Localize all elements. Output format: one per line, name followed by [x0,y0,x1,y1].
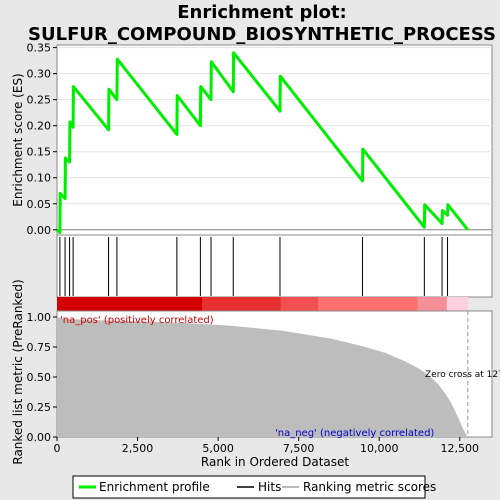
legend-ranking-label: Ranking metric scores [303,480,436,494]
chart-subtitle: SULFUR_COMPOUND_BIOSYNTHETIC_PROCESS [28,24,496,45]
es-y-label: Enrichment score (ES) [11,73,25,206]
legend-hits-label: Hits [258,480,281,494]
enrichment-profile-line [55,51,469,234]
es-y-tick-label: 0.20 [27,120,52,133]
heat-bar-segment [417,297,447,311]
es-y-tick-label: 0.05 [27,198,52,211]
zero-cross-label: Zero cross at 12750 [425,370,500,380]
heat-bar-segment [446,297,468,311]
neg-label: 'na_neg' (negatively correlated) [275,428,434,439]
metric-y-tick-label: 0.00 [27,431,52,444]
x-tick-label: 0 [54,442,61,455]
metric-y-tick-label: 0.75 [27,341,52,354]
metric-y-tick-label: 0.25 [27,401,52,414]
x-axis-label: Rank in Ordered Dataset [201,455,349,469]
ranking-metric-area [57,317,468,437]
heat-bar-segment [202,297,281,311]
pos-label: 'na_pos' (positively correlated) [60,315,214,326]
hits-panel [56,234,493,298]
legend-enrichment-label: Enrichment profile [99,480,210,494]
x-tick-label: 2,500 [122,442,154,455]
es-y-tick-label: 0.00 [27,224,52,237]
es-y-tick-label: 0.15 [27,146,52,159]
metric-y-label: Ranked list metric (PreRanked) [11,279,25,464]
heat-bar-segment [280,297,318,311]
x-tick-label: 5,000 [202,442,234,455]
metric-y-tick-label: 1.00 [27,311,52,324]
heat-bar-segment [57,297,202,311]
heat-bar-segment [318,297,418,311]
x-tick-label: 7,500 [283,442,315,455]
chart-title: Enrichment plot: [177,2,347,23]
es-y-tick-label: 0.30 [27,68,52,81]
x-tick-label: 12,500 [441,442,480,455]
metric-y-tick-label: 0.50 [27,371,52,384]
x-tick-label: 10,000 [360,442,399,455]
es-y-tick-label: 0.35 [27,42,52,55]
es-y-tick-label: 0.10 [27,172,52,185]
ranking-heat-bar [57,297,468,311]
es-y-tick-label: 0.25 [27,94,52,107]
